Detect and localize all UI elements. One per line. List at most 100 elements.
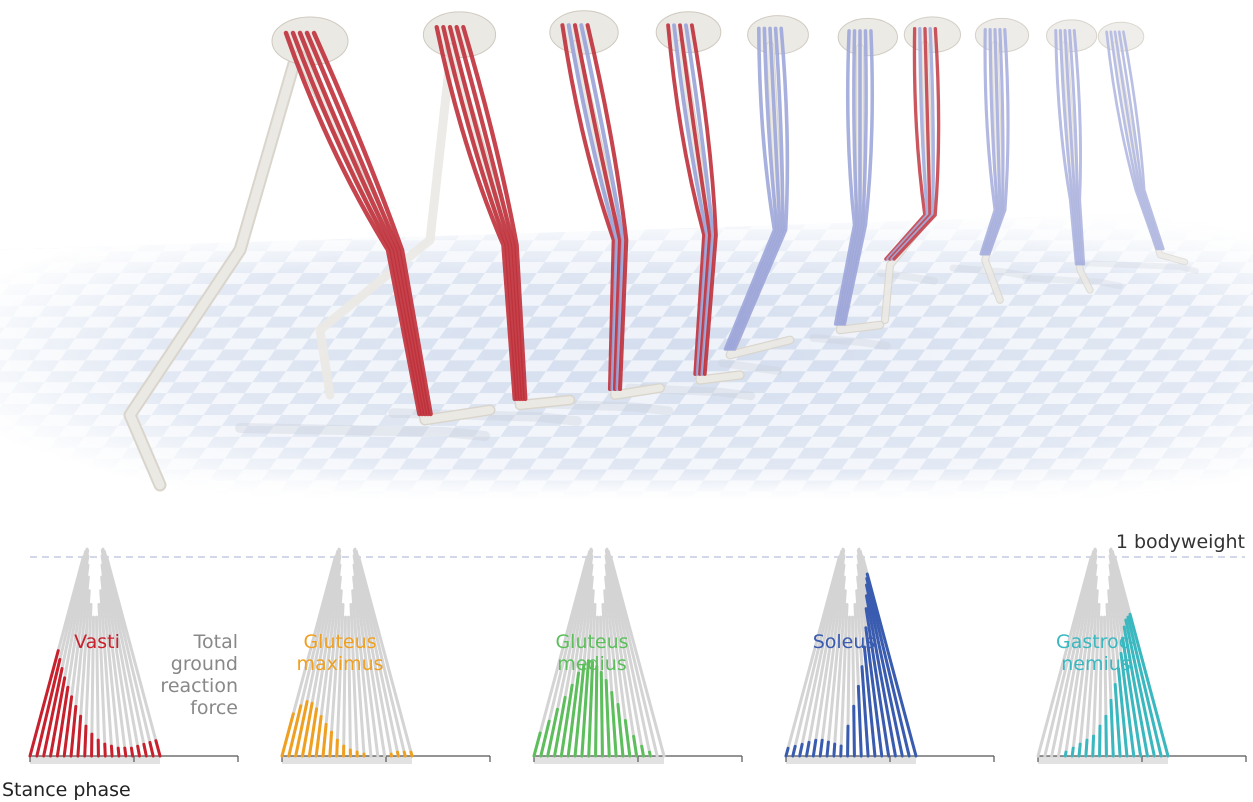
panel-gastrocnemius: Gastroc-nemius [1036, 547, 1247, 764]
shadow [949, 264, 1031, 280]
gastrocnemius-force-vector [1084, 738, 1089, 758]
grf-vector [97, 603, 107, 758]
muscle-path [311, 30, 433, 417]
muscle-path [886, 27, 930, 261]
muscle-path [1068, 28, 1084, 266]
gluteus-maximus-force-vector [301, 701, 314, 758]
gastrocnemius-force-vector [1113, 683, 1122, 758]
gluteus-maximus-force-vector [328, 730, 334, 758]
grf-vector [342, 615, 347, 758]
gluteus-maximus-force-vector [287, 704, 303, 758]
gastrocnemius-force-vector [1124, 618, 1156, 758]
gluteus-maximus-force-vector [321, 722, 328, 758]
muscle-path [842, 29, 875, 326]
leg-pose [516, 10, 674, 416]
vasti-force-vector [42, 667, 64, 758]
soleus-force-vector [798, 742, 804, 758]
muscle-path [290, 30, 425, 417]
muscle-path [666, 23, 706, 376]
gastrocnemius-force-vector [1091, 734, 1096, 758]
gastrocnemius-label: Gastroc- [1056, 631, 1136, 653]
muscle-path [447, 24, 523, 402]
soleus-force-vector [818, 738, 824, 758]
skeleton-icon [123, 10, 1199, 492]
gluteus-maximus-force-vector [409, 750, 414, 758]
vasti-force-vector [109, 744, 114, 758]
vasti-force-vector [148, 740, 155, 758]
muscle-path [689, 23, 718, 376]
grf-vector [100, 548, 141, 758]
gluteus-medius-force-vector [640, 744, 645, 758]
gluteus-medius-force-vector [573, 663, 586, 758]
grf-vector [798, 547, 845, 758]
vasti-force-vector [62, 695, 74, 758]
muscle-path [566, 23, 619, 392]
soleus-force-vector [860, 665, 870, 758]
grf-vector [532, 555, 589, 758]
soleus-force-vector [862, 645, 877, 758]
grf-vector [1084, 589, 1099, 758]
grf-vector [1057, 548, 1098, 758]
grf-vector [604, 554, 639, 758]
muscle-path [1117, 30, 1164, 251]
vasti-force-vector [49, 676, 67, 758]
vasti-force-vector [142, 742, 148, 758]
soleus-force-vector [832, 742, 837, 758]
soleus-force-vector [856, 684, 863, 758]
vasti-force-vector [69, 705, 78, 758]
muscle-path [1122, 30, 1165, 251]
grf-vector [352, 554, 387, 758]
grf-vector [95, 615, 100, 758]
grf-vector [102, 550, 155, 758]
muscle-path [560, 23, 616, 392]
gastrocnemius-force-vector [1104, 714, 1108, 758]
soleus-force-vector [865, 576, 911, 758]
gastrocnemius-force-vector [1119, 651, 1136, 758]
grf-vector [1036, 555, 1093, 758]
muscle-path [1109, 30, 1160, 251]
gastrocnemius-force-vector [1126, 615, 1163, 758]
grf-vector [353, 547, 400, 758]
muscle-path [672, 23, 709, 376]
panel-vasti: Vasti [28, 547, 239, 764]
gastrocnemius-label: nemius [1061, 653, 1130, 675]
grf-vector [100, 563, 128, 758]
muscle-path [985, 28, 1005, 256]
grf-vector [606, 550, 659, 758]
gluteus-medius-force-vector [599, 670, 604, 758]
muscle-path [304, 30, 431, 417]
muscle-path [983, 28, 1002, 256]
gluteus-medius-force-vector [566, 671, 581, 758]
muscle-path [1105, 30, 1158, 251]
muscle-path [979, 28, 997, 256]
stance-phase-label: Stance phase [2, 779, 131, 801]
bodyweight-label: 1 bodyweight [1116, 531, 1245, 553]
grf-label: ground [171, 653, 238, 675]
vasti-force-vector [154, 739, 162, 758]
gastrocnemius-force-vector [1128, 612, 1170, 758]
leg-pose [949, 17, 1031, 304]
muscle-path [1054, 28, 1078, 266]
grf-vector [832, 589, 847, 758]
shadow [235, 423, 490, 441]
grf-vector [357, 555, 414, 758]
muscle-path [572, 23, 623, 392]
soleus-force-vector [852, 704, 856, 758]
gluteus-maximus-label: maximus [296, 653, 383, 675]
gastrocnemius-force-vector [1070, 746, 1075, 758]
muscle-path [884, 27, 927, 261]
leg-bones [125, 55, 300, 490]
muscle-path [1063, 28, 1082, 266]
gluteus-medius-force-vector [587, 661, 595, 758]
vasti-force-vector [123, 746, 128, 758]
soleus-force-vector [805, 740, 811, 758]
muscle-path [1058, 28, 1080, 266]
stance-phase-bar [1038, 756, 1168, 764]
leg-pose [718, 15, 809, 375]
grf-vector [352, 575, 373, 758]
grf-vector [839, 603, 849, 758]
grf-vector [347, 615, 352, 758]
muscle-path [836, 29, 860, 326]
soleus-force-vector [865, 572, 918, 758]
